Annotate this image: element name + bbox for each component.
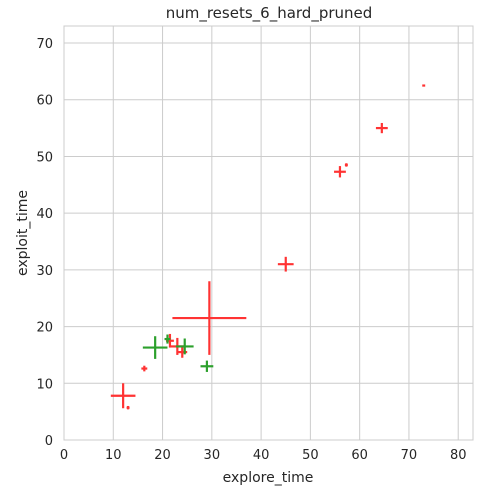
data-point <box>164 334 171 344</box>
y-tick-label: 10 <box>36 377 53 392</box>
x-tick-label: 0 <box>60 448 68 463</box>
y-tick-label: 20 <box>36 321 53 336</box>
plot-frame <box>63 25 474 441</box>
chart-title: num_resets_6_hard_pruned <box>166 4 373 23</box>
data-point <box>422 84 426 87</box>
data-point <box>375 122 388 134</box>
data-point <box>142 336 168 359</box>
data-point <box>277 256 294 272</box>
x-tick-label: 70 <box>401 448 418 463</box>
data-point <box>200 360 214 372</box>
y-axis-label: exploit_time <box>15 190 31 276</box>
grid <box>64 26 473 440</box>
data-point <box>110 383 136 409</box>
x-tick-label: 40 <box>253 448 270 463</box>
data-point <box>334 166 346 178</box>
tick-labels: 0 10 20 30 40 50 60 70 80 0 10 20 30 40 50 60 70 <box>36 37 466 463</box>
x-tick-label: 60 <box>351 448 368 463</box>
y-tick-label: 40 <box>36 207 53 222</box>
y-tick-label: 30 <box>36 264 53 279</box>
x-tick-label: 30 <box>204 448 221 463</box>
x-tick-label: 80 <box>450 448 467 463</box>
data-point <box>126 405 130 410</box>
x-tick-label: 10 <box>105 448 122 463</box>
y-tick-label: 50 <box>36 150 53 165</box>
data-point <box>175 338 194 355</box>
y-tick-label: 70 <box>36 37 53 52</box>
data-point <box>141 365 148 372</box>
x-tick-label: 50 <box>302 448 319 463</box>
x-axis-label: explore_time <box>223 470 314 486</box>
data-point <box>344 163 348 167</box>
x-tick-label: 20 <box>154 448 171 463</box>
data-point <box>172 281 247 355</box>
data-marks <box>110 84 426 410</box>
y-tick-label: 0 <box>45 434 53 449</box>
y-tick-label: 60 <box>36 94 53 109</box>
